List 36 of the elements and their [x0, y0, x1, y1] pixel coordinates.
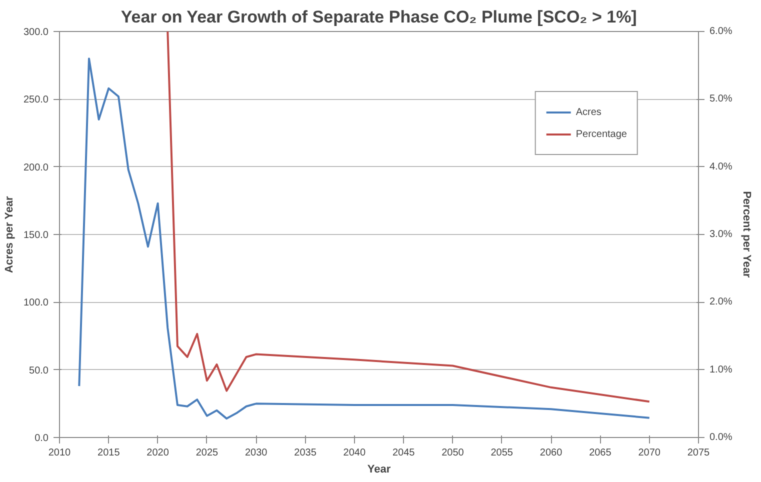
x-tick-label: 2015: [98, 448, 120, 458]
y-tick-label: 250.0: [23, 94, 49, 106]
line-series: [166, 32, 650, 403]
x-tick-label: 2060: [540, 448, 563, 458]
y-tick-label: 0.0: [34, 433, 49, 444]
x-tick-label: 2070: [638, 448, 661, 458]
y2-tick-label: 0.0%: [710, 432, 732, 443]
y2-tick-label: 4.0%: [710, 161, 732, 172]
y2-tick-label: 3.0%: [710, 229, 732, 240]
y2-tick-label: 2.0%: [710, 296, 732, 308]
x-tick-label: 2045: [392, 448, 416, 458]
y2-tick-label: 5.0%: [710, 94, 732, 105]
y2-tick-label: 6.0%: [710, 26, 732, 37]
line-series: [78, 58, 650, 420]
x-tick-label: 2040: [343, 448, 366, 458]
x-tick-label: 2075: [687, 448, 710, 458]
legend-label: Percentage: [576, 128, 627, 140]
x-tick-label: 2050: [442, 448, 464, 458]
y-axis-title: Acres per Year: [3, 195, 16, 274]
x-tick-label: 2020: [146, 448, 170, 458]
y-tick-label: 200.0: [23, 162, 49, 174]
y-tick-label: 300.0: [23, 27, 49, 38]
x-tick-label: 2030: [244, 448, 268, 458]
chart-title: Year on Year Growth of Separate Phase CO₂ Plume [SCO₂ > 1%]: [120, 8, 637, 26]
y-tick-label: 50.0: [29, 365, 49, 376]
x-tick-label: 2065: [589, 448, 612, 458]
x-tick-label: 2010: [48, 448, 72, 458]
y2-axis-title: Percent per Year: [740, 191, 752, 278]
y-tick-label: 100.0: [23, 298, 49, 309]
x-axis-title: Year: [367, 464, 392, 476]
x-tick-label: 2035: [294, 448, 317, 458]
y-tick-label: 150.0: [23, 230, 49, 241]
legend-label: Acres: [576, 106, 602, 118]
x-tick-label: 2025: [196, 448, 219, 458]
y2-tick-label: 1.0%: [710, 364, 732, 376]
x-tick-label: 2055: [490, 448, 514, 458]
